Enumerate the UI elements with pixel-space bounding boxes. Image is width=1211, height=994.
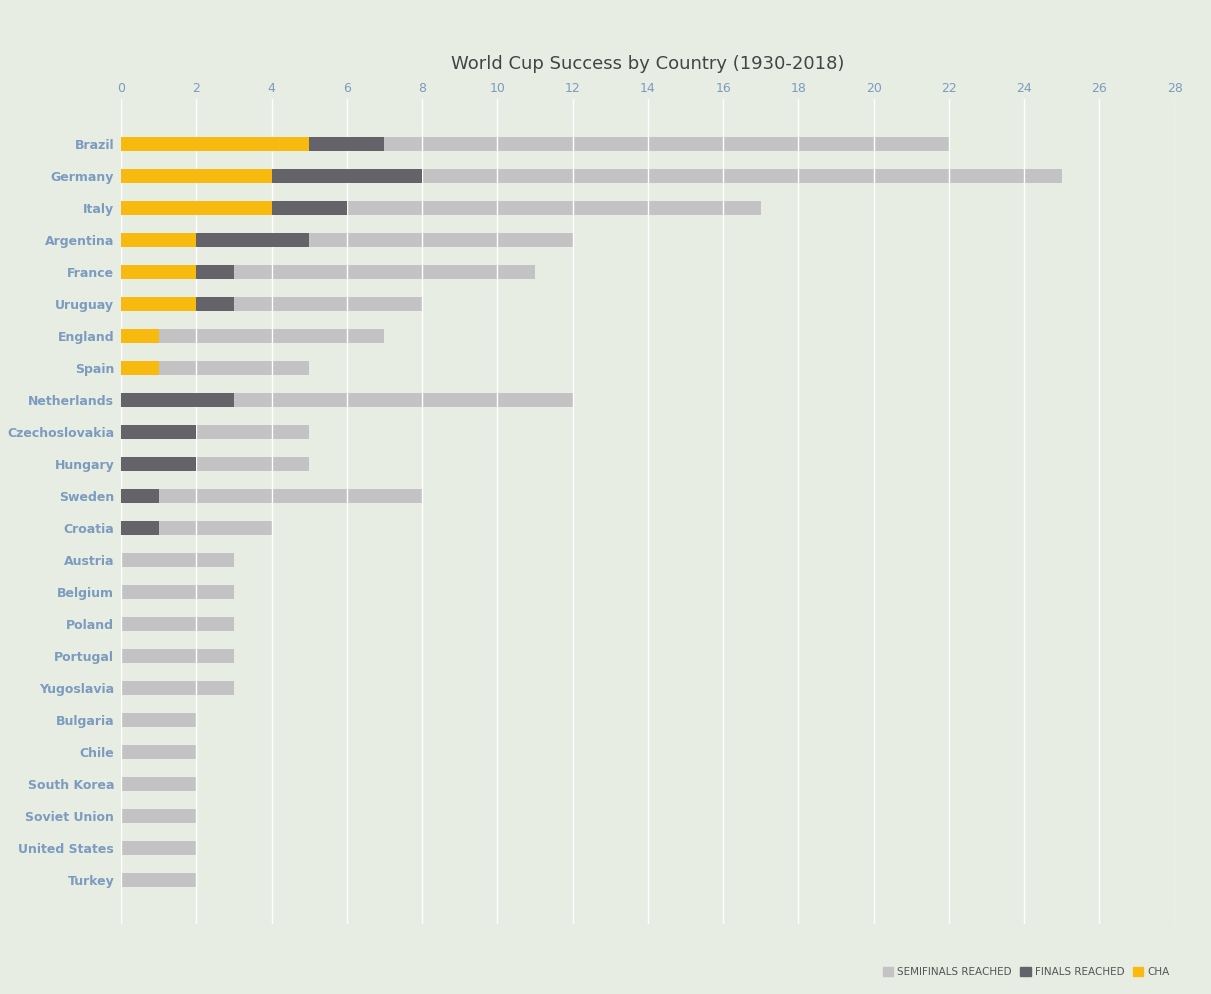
Bar bbox=[121, 169, 1062, 183]
Bar bbox=[121, 393, 573, 408]
Bar bbox=[121, 521, 159, 535]
Bar bbox=[121, 297, 234, 311]
Bar bbox=[121, 776, 196, 791]
Bar bbox=[121, 681, 234, 695]
Bar bbox=[121, 169, 423, 183]
Bar bbox=[121, 713, 196, 727]
Bar bbox=[121, 424, 196, 439]
Bar bbox=[121, 584, 234, 599]
Bar bbox=[121, 137, 385, 151]
Bar bbox=[121, 137, 949, 151]
Bar bbox=[121, 169, 271, 183]
Bar bbox=[121, 264, 196, 279]
Bar bbox=[121, 201, 761, 216]
Legend: SEMIFINALS REACHED, FINALS REACHED, CHA: SEMIFINALS REACHED, FINALS REACHED, CHA bbox=[883, 967, 1170, 977]
Bar bbox=[121, 329, 159, 343]
Bar bbox=[121, 745, 196, 759]
Bar bbox=[121, 201, 346, 216]
Bar bbox=[121, 393, 234, 408]
Bar bbox=[121, 521, 271, 535]
Bar bbox=[121, 841, 196, 855]
Bar bbox=[121, 489, 159, 503]
Bar bbox=[121, 297, 196, 311]
Bar bbox=[121, 201, 271, 216]
Bar bbox=[121, 233, 309, 248]
Title: World Cup Success by Country (1930-2018): World Cup Success by Country (1930-2018) bbox=[452, 55, 844, 73]
Bar bbox=[121, 264, 234, 279]
Bar bbox=[121, 137, 309, 151]
Bar bbox=[121, 649, 234, 663]
Bar bbox=[121, 361, 159, 375]
Bar bbox=[121, 297, 423, 311]
Bar bbox=[121, 264, 535, 279]
Bar bbox=[121, 616, 234, 631]
Bar bbox=[121, 233, 573, 248]
Bar bbox=[121, 329, 159, 343]
Bar bbox=[121, 553, 234, 568]
Bar bbox=[121, 361, 159, 375]
Bar bbox=[121, 456, 309, 471]
Bar bbox=[121, 233, 196, 248]
Bar bbox=[121, 329, 385, 343]
Bar bbox=[121, 489, 423, 503]
Bar bbox=[121, 808, 196, 823]
Bar bbox=[121, 873, 196, 887]
Bar bbox=[121, 424, 309, 439]
Bar bbox=[121, 456, 196, 471]
Bar bbox=[121, 361, 309, 375]
